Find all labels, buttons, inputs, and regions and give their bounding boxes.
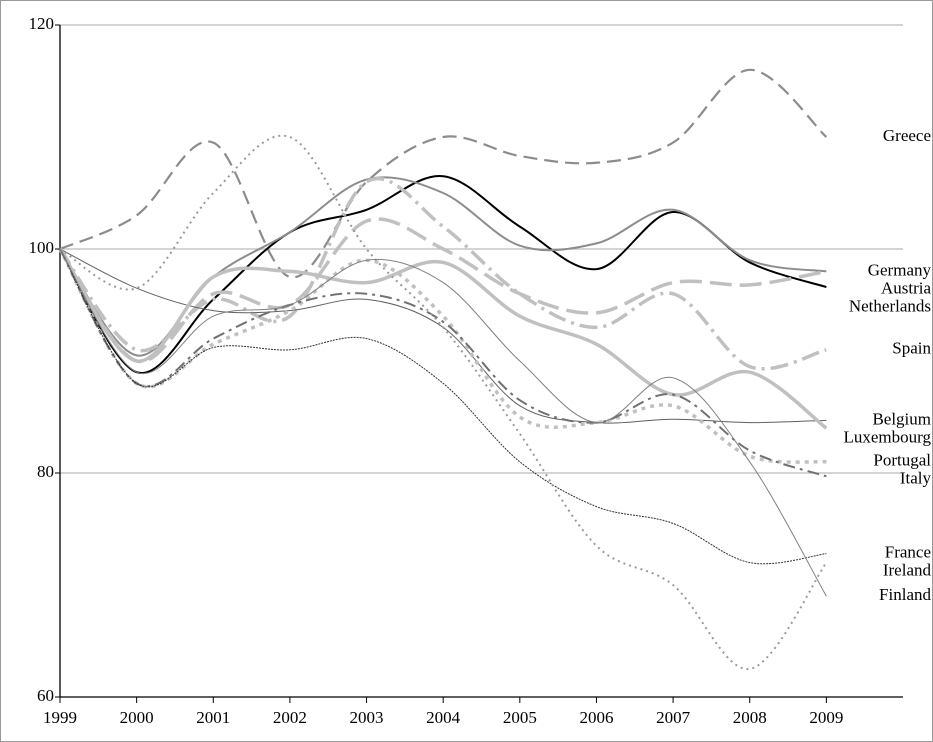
y-tick-label: 100: [29, 238, 55, 257]
legend-label: Netherlands: [849, 296, 931, 315]
y-tick-label: 80: [37, 462, 54, 481]
legend-label: Germany: [868, 260, 932, 279]
x-tick-label: 2007: [656, 708, 691, 727]
series-line: [59, 248, 827, 597]
y-tick-label: 120: [29, 14, 55, 33]
x-tick-label: 2006: [579, 708, 613, 727]
x-tick-label: 2002: [273, 708, 307, 727]
legend-label: Greece: [883, 126, 931, 145]
x-tick-label: 2009: [809, 708, 843, 727]
legend-label: Ireland: [883, 561, 932, 580]
x-tick-label: 2005: [503, 708, 537, 727]
legend-label: Spain: [892, 339, 931, 358]
series-line: [59, 248, 827, 565]
series-line: [58, 176, 827, 371]
legend-label: Italy: [900, 469, 932, 488]
legend-label: France: [885, 543, 931, 562]
legend-label: Finland: [879, 585, 931, 604]
x-tick-label: 2003: [350, 708, 384, 727]
x-tick-label: 2001: [196, 708, 230, 727]
series-line: [59, 248, 827, 478]
series-line: [59, 68, 828, 279]
legend-label: Luxembourg: [843, 427, 931, 446]
series-line: [58, 217, 827, 364]
legend-label: Belgium: [872, 409, 931, 428]
legend-label: Austria: [881, 278, 932, 297]
y-tick-label: 60: [37, 686, 54, 705]
x-tick-label: 2008: [733, 708, 767, 727]
series-line: [59, 134, 828, 671]
legend-label: Portugal: [873, 451, 931, 470]
x-tick-label: 2004: [426, 708, 461, 727]
series-line: [58, 248, 828, 430]
x-tick-label: 1999: [43, 708, 77, 727]
x-tick-label: 2000: [120, 708, 154, 727]
